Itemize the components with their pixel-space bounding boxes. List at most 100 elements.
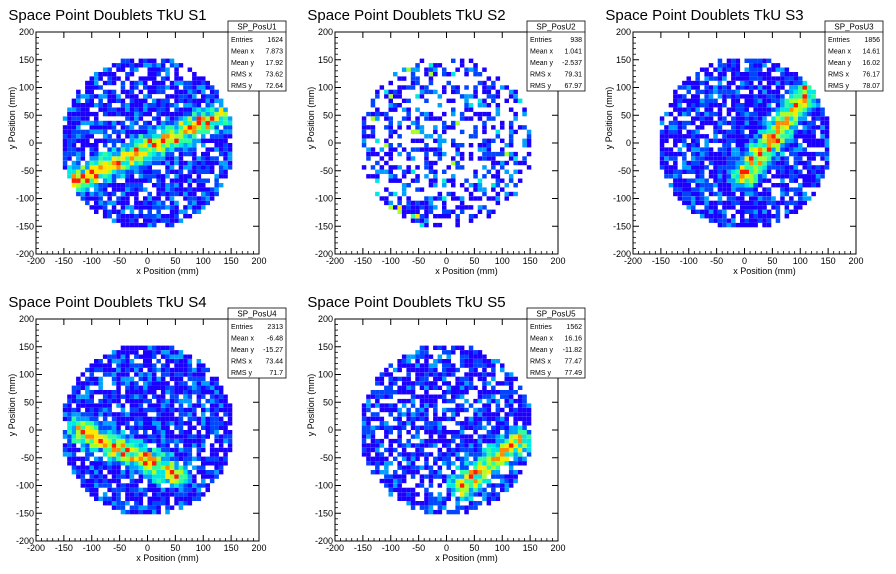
heatmap-cell	[419, 443, 425, 448]
heatmap-cell	[491, 412, 496, 417]
heatmap-cell	[766, 187, 772, 192]
heatmap-cell	[473, 412, 478, 417]
heatmap-cell	[419, 345, 425, 350]
heatmap-cell	[517, 394, 523, 399]
heatmap-cell	[379, 111, 385, 117]
heatmap-cell	[214, 430, 219, 435]
heatmap-cell	[811, 151, 816, 157]
y-tick-label: 200	[616, 27, 631, 37]
heatmap-cell	[205, 98, 210, 103]
heatmap-cell	[214, 120, 219, 126]
heatmap-cell	[477, 147, 483, 152]
heatmap-cell	[201, 407, 206, 413]
heatmap-cell	[677, 103, 683, 108]
heatmap-cell	[446, 447, 451, 453]
heatmap-cell	[218, 103, 224, 108]
heatmap-cell	[722, 116, 727, 121]
heatmap-cell	[375, 412, 380, 417]
heatmap-cell	[147, 390, 152, 395]
heatmap-cell	[169, 367, 175, 373]
heatmap-cell	[80, 394, 86, 399]
heatmap-cell	[415, 381, 420, 386]
heatmap-cell	[491, 183, 496, 188]
heatmap-cell	[129, 434, 135, 439]
heatmap-cell	[473, 183, 478, 188]
heatmap-cell	[196, 183, 202, 188]
heatmap-cell	[201, 85, 206, 90]
heatmap-cell	[89, 98, 94, 103]
heatmap-cell	[156, 483, 161, 488]
heatmap-cell	[165, 390, 170, 395]
heatmap-cell	[459, 403, 465, 408]
heatmap-cell	[388, 129, 393, 135]
heatmap-cell	[156, 465, 161, 470]
heatmap-cell	[397, 367, 402, 373]
heatmap-cell	[187, 129, 193, 135]
heatmap-cell	[798, 156, 803, 161]
heatmap-cell	[695, 200, 700, 206]
heatmap-cell	[397, 151, 402, 157]
chart-panel-3: Space Point Doublets TkU S3-200 -150 -100-…	[604, 7, 884, 276]
heatmap-cell	[89, 76, 94, 81]
heatmap-cell	[406, 492, 411, 497]
heatmap-cell	[160, 200, 166, 206]
heatmap-cell	[526, 443, 532, 448]
heatmap-cell	[178, 76, 184, 81]
heatmap-cell	[433, 178, 438, 183]
heatmap-cell	[744, 76, 749, 81]
heatmap-cell	[375, 191, 380, 197]
heatmap-cell	[713, 85, 718, 90]
heatmap-cell	[388, 169, 393, 174]
heatmap-cell	[80, 403, 86, 408]
heatmap-cell	[508, 174, 514, 179]
heatmap-cell	[401, 398, 407, 404]
heatmap-cell	[482, 416, 487, 422]
heatmap-cell	[107, 196, 112, 201]
heatmap-cell	[500, 367, 505, 373]
heatmap-cell	[762, 222, 767, 228]
heatmap-cell	[111, 390, 117, 395]
heatmap-cell	[442, 214, 447, 219]
heatmap-cell	[138, 394, 144, 399]
heatmap-cell	[174, 465, 179, 470]
heatmap-cell	[771, 196, 776, 201]
heatmap-cell	[428, 430, 434, 435]
heatmap-cell	[183, 487, 188, 493]
y-tick-label: -100	[315, 194, 333, 204]
heatmap-cell	[486, 89, 492, 95]
heatmap-cell	[722, 89, 727, 95]
heatmap-cell	[98, 474, 103, 479]
heatmap-cell	[80, 94, 86, 99]
heatmap-cell	[152, 156, 157, 161]
heatmap-cell	[370, 98, 376, 103]
heatmap-cell	[201, 367, 206, 373]
heatmap-cell	[111, 350, 117, 355]
heatmap-cell	[735, 147, 741, 152]
heatmap-cell	[76, 385, 81, 390]
heatmap-cell	[695, 76, 700, 81]
heatmap-cell	[375, 116, 380, 121]
heatmap-cell	[85, 390, 90, 395]
heatmap-cell	[143, 398, 148, 404]
heatmap-cell	[802, 183, 807, 188]
heatmap-cell	[704, 183, 709, 188]
heatmap-cell	[178, 381, 184, 386]
heatmap-cell	[205, 416, 210, 422]
heatmap-cell	[160, 103, 166, 108]
heatmap-cell	[708, 218, 714, 223]
heatmap-cell	[116, 63, 121, 68]
heatmap-cell	[437, 438, 443, 444]
heatmap-cell	[129, 67, 135, 72]
heatmap-cell	[134, 111, 139, 117]
heatmap-cell	[735, 89, 741, 95]
heatmap-cell	[664, 151, 669, 157]
heatmap-cell	[152, 58, 157, 63]
heatmap-cell	[62, 156, 68, 161]
heatmap-cell	[762, 103, 767, 108]
heatmap-cell	[85, 200, 90, 206]
heatmap-cell	[522, 403, 527, 408]
heatmap-cell	[366, 443, 371, 448]
heatmap-cell	[766, 94, 772, 99]
heatmap-cell	[491, 80, 496, 86]
heatmap-cell	[744, 205, 749, 210]
